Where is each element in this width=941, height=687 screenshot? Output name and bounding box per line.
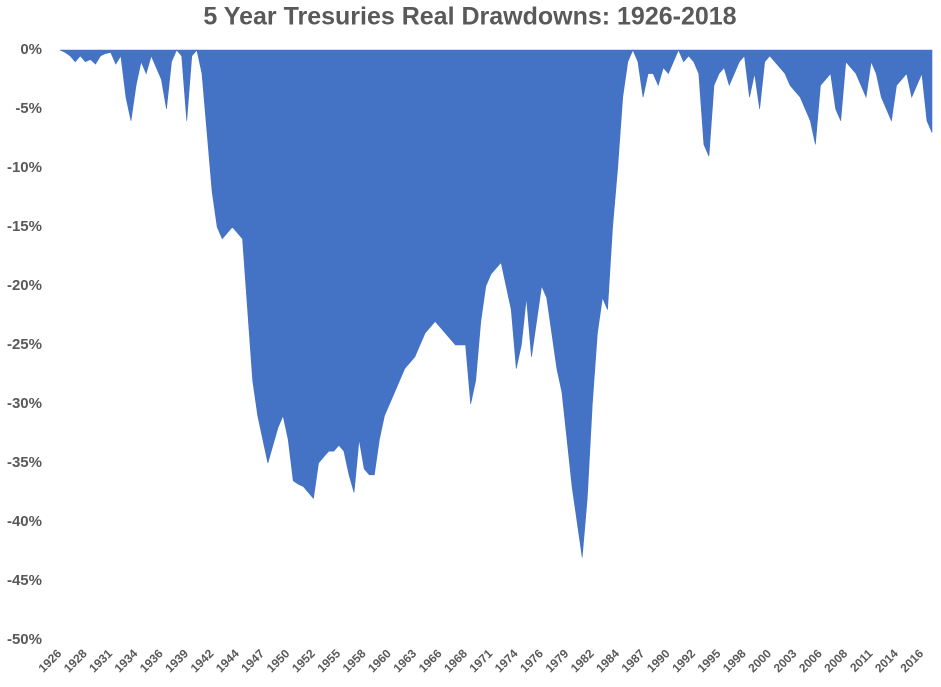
y-tick-label: -30% (7, 395, 42, 412)
x-tick-label: 2014 (872, 646, 901, 675)
chart-title: 5 Year Tresuries Real Drawdowns: 1926-20… (203, 3, 736, 31)
x-tick-label: 1968 (441, 646, 470, 675)
x-tick-label: 1936 (137, 646, 166, 675)
x-tick-label: 1995 (695, 646, 724, 675)
y-tick-label: -45% (7, 572, 42, 589)
y-tick-label: -25% (7, 336, 42, 353)
y-tick-label: -5% (15, 100, 42, 117)
x-tick-label: 1942 (188, 646, 217, 675)
y-tick-label: -50% (7, 631, 42, 648)
x-tick-label: 1952 (289, 646, 318, 675)
x-tick-label: 2008 (821, 646, 850, 675)
x-tick-label: 1976 (517, 646, 546, 675)
x-tick-label: 2006 (796, 646, 825, 675)
y-tick-label: -15% (7, 218, 42, 235)
x-tick-label: 1955 (314, 646, 343, 675)
x-tick-label: 1944 (213, 646, 242, 675)
y-tick-label: -35% (7, 454, 42, 471)
x-tick-label: 1939 (162, 646, 191, 675)
x-tick-label: 1928 (61, 646, 90, 675)
x-tick-label: 1992 (669, 646, 698, 675)
x-tick-label: 1931 (86, 646, 115, 675)
x-tick-label: 2003 (771, 646, 800, 675)
x-tick-label: 1971 (467, 646, 496, 675)
x-tick-label: 1990 (644, 646, 673, 675)
y-tick-label: -20% (7, 277, 42, 294)
area (59, 49, 933, 558)
y-tick-label: -40% (7, 513, 42, 530)
y-tick-label: -10% (7, 159, 42, 176)
x-tick-label: 1963 (390, 646, 419, 675)
y-tick-label: 0% (20, 41, 42, 58)
x-tick-label: 1984 (593, 646, 622, 675)
x-tick-label: 1966 (416, 646, 445, 675)
x-tick-label: 1926 (36, 646, 65, 675)
x-tick-label: 1974 (492, 646, 521, 675)
x-tick-label: 2016 (897, 646, 926, 675)
x-tick-label: 1979 (543, 646, 572, 675)
x-tick-label: 1987 (619, 646, 648, 675)
x-tick-label: 1960 (365, 646, 394, 675)
x-tick-label: 1934 (112, 646, 141, 675)
x-tick-label: 2000 (745, 646, 774, 675)
x-tick-label: 1958 (340, 646, 369, 675)
x-tick-label: 1998 (720, 646, 749, 675)
x-tick-label: 1950 (264, 646, 293, 675)
x-tick-label: 1982 (568, 646, 597, 675)
x-tick-label: 1947 (238, 646, 267, 675)
x-tick-label: 2011 (847, 646, 876, 675)
